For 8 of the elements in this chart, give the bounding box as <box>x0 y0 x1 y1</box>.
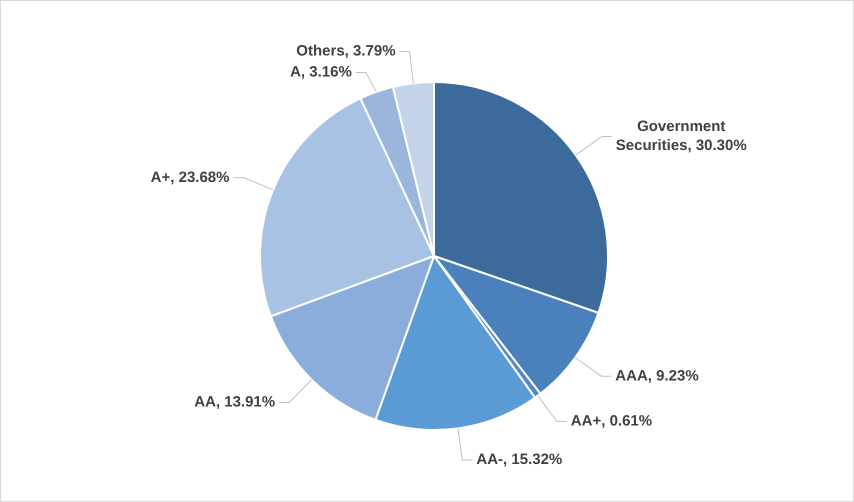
slice-label: A, 3.16% <box>290 64 352 81</box>
slice-label: A+, 23.68% <box>150 168 230 186</box>
slice-label: AA+, 0.61% <box>570 412 652 430</box>
slice-label: Government Securities, 30.30% <box>616 118 747 154</box>
slice-label: Others, 3.79% <box>296 42 396 60</box>
slice-label: AAA, 9.23% <box>615 367 699 384</box>
slice-label: AA, 13.91% <box>194 394 276 411</box>
slice-label: AA-, 15.32% <box>476 451 562 468</box>
